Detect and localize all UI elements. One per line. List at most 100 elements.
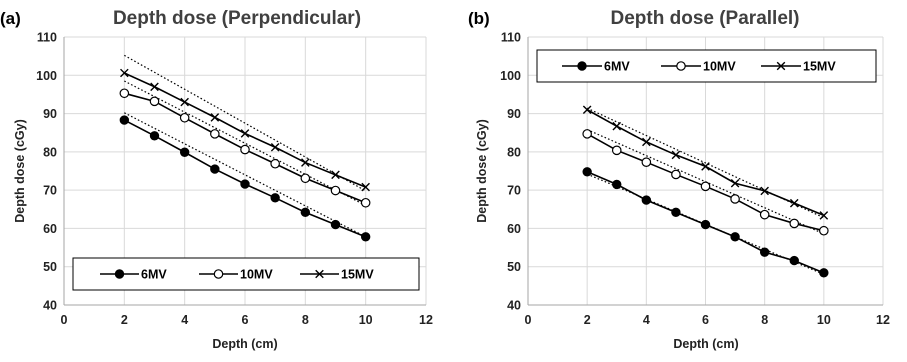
series-6MV [119,112,371,242]
data-point-6MV [582,167,592,177]
data-point-6MV [612,179,622,190]
data-point-6MV [730,232,740,242]
y-axis-label: Depth dose (cGy) [475,119,489,223]
legend-marker-10MV [213,269,224,279]
trendline-15MV [124,54,366,192]
data-point-10MV [641,157,652,167]
data-point-10MV [300,173,311,184]
x-axis-label: Depth (cm) [673,337,738,351]
y-tick-label: 90 [43,107,57,121]
x-tick-label: 0 [61,313,68,327]
y-tick-label: 80 [507,145,521,159]
data-point-10MV [149,96,160,107]
x-tick-label: 8 [302,313,309,327]
x-tick-label: 4 [181,313,188,327]
x-tick-label: 10 [817,313,831,327]
data-point-15MV [582,105,592,115]
data-point-6MV [759,247,770,257]
data-point-6MV [700,219,711,230]
x-tick-label: 12 [419,313,433,327]
legend-label-15MV: 15MV [341,268,374,282]
legend-label-6MV: 6MV [604,60,630,74]
y-tick-label: 40 [43,299,57,313]
data-point-6MV [819,268,829,278]
data-point-6MV [671,207,681,218]
data-point-15MV [730,178,740,188]
chart-panel-parallel: (b) Depth dose (Parallel)4050607080901001… [468,8,890,351]
data-point-15MV [701,162,710,171]
data-point-6MV [149,131,160,141]
data-point-6MV [360,232,371,242]
data-point-10MV [119,88,130,99]
data-point-10MV [611,145,622,156]
y-tick-label: 60 [43,222,57,236]
panel-letter: (b) [468,9,490,28]
legend: 6MV 10MV 15MV [536,49,877,83]
x-tick-label: 0 [525,313,532,327]
data-point-10MV [360,197,371,208]
legend-label-10MV: 10MV [703,60,736,74]
legend-marker-10MV [676,61,686,71]
data-point-10MV [730,194,740,204]
data-point-15MV [819,211,829,220]
y-tick-label: 60 [507,222,521,236]
series-10MV [119,80,371,208]
data-point-6MV [119,115,130,125]
data-point-6MV [641,195,652,205]
legend: 6MV 10MV 15MV [72,257,420,291]
y-tick-label: 40 [507,299,521,313]
legend-marker-6MV [577,61,587,71]
data-point-10MV [819,225,829,236]
data-point-10MV [210,129,220,139]
chart-title: Depth dose (Perpendicular) [113,8,361,29]
x-tick-label: 8 [761,313,768,327]
data-point-10MV [179,112,190,123]
x-tick-label: 4 [643,313,650,327]
data-point-15MV [361,182,370,192]
y-tick-label: 50 [43,260,57,274]
data-point-6MV [210,164,220,174]
y-tick-label: 80 [43,145,57,159]
data-point-6MV [270,193,280,203]
y-tick-label: 100 [500,69,521,83]
x-tick-label: 6 [242,313,249,327]
data-point-15MV [789,198,799,208]
data-point-15MV [671,150,681,160]
y-axis-label: Depth dose (cGy) [13,119,27,223]
chart-title: Depth dose (Parallel) [611,8,800,29]
data-point-10MV [759,209,770,220]
legend-label-6MV: 6MV [141,268,167,282]
data-point-15MV [760,186,769,196]
legend-marker-15MV [776,61,786,71]
data-point-10MV [700,181,711,192]
y-tick-label: 90 [507,107,521,121]
y-tick-label: 100 [36,69,57,83]
data-point-15MV [240,129,250,138]
y-tick-label: 70 [43,184,57,198]
legend-marker-6MV [114,269,125,279]
y-tick-label: 110 [501,31,521,45]
y-tick-label: 70 [507,184,521,198]
data-point-10MV [671,169,681,180]
legend-label-15MV: 15MV [803,60,836,74]
series-15MV [120,54,370,192]
data-point-15MV [150,82,159,92]
series-10MV [582,129,829,236]
x-tick-label: 10 [359,313,373,327]
legend-marker-15MV [315,269,324,279]
chart-panel-perpendicular: (a) Depth dose (Perpendicular)40506070809… [0,8,433,351]
data-point-6MV [300,207,311,218]
panel-letter: (a) [0,9,21,28]
data-point-15MV [210,113,220,122]
data-point-10MV [789,218,800,229]
data-point-10MV [240,144,250,155]
data-point-10MV [330,185,341,196]
series-15MV [582,105,829,220]
data-point-15MV [301,158,310,167]
data-point-15MV [612,121,622,131]
data-point-15MV [120,68,129,78]
x-axis-label: Depth (cm) [212,337,277,351]
data-point-6MV [240,179,250,189]
